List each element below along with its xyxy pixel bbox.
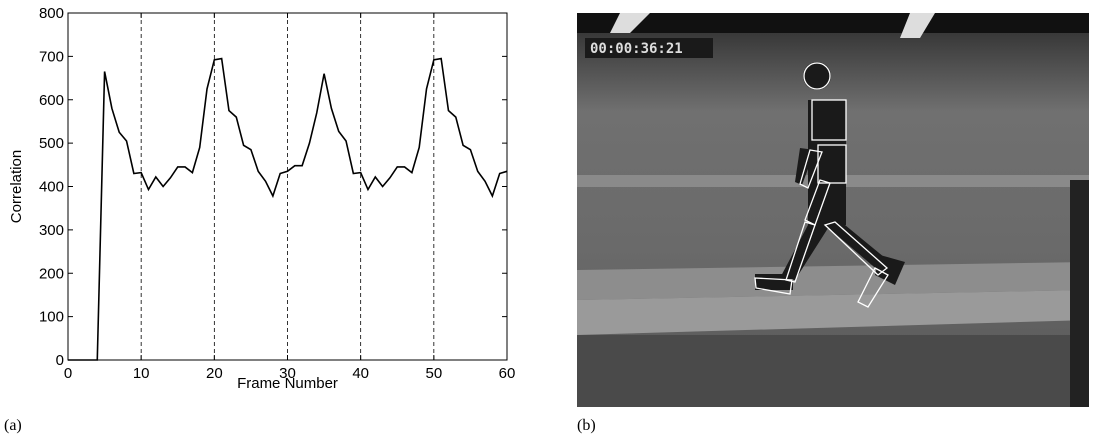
y-tick-label: 100 bbox=[39, 309, 64, 326]
data-line bbox=[68, 57, 508, 361]
panel-label: (b) bbox=[577, 417, 596, 434]
y-tick-label: 200 bbox=[39, 265, 64, 282]
y-tick-label: 400 bbox=[39, 179, 64, 196]
y-axis-label: Correlation bbox=[8, 150, 25, 223]
panel-label: (a) bbox=[4, 417, 22, 434]
x-tick-label: 40 bbox=[352, 365, 369, 382]
x-tick-label: 20 bbox=[206, 365, 223, 382]
y-tick-label: 500 bbox=[39, 135, 64, 152]
y-tick-label: 700 bbox=[39, 48, 64, 65]
photo: 00:00:36:21 bbox=[577, 13, 1089, 407]
x-tick-label: 30 bbox=[279, 365, 296, 382]
timestamp: 00:00:36:21 bbox=[590, 41, 683, 57]
y-tick-label: 0 bbox=[56, 352, 64, 369]
y-tick-label: 600 bbox=[39, 92, 64, 109]
x-tick-label: 10 bbox=[133, 365, 150, 382]
x-tick-label: 60 bbox=[499, 365, 516, 382]
y-tick-label: 800 bbox=[39, 5, 64, 22]
y-tick-label: 300 bbox=[39, 222, 64, 239]
x-tick-label: 0 bbox=[64, 365, 72, 382]
x-tick-label: 50 bbox=[425, 365, 442, 382]
plot-frame bbox=[67, 12, 508, 361]
x-axis-label: Frame Number bbox=[237, 375, 338, 392]
